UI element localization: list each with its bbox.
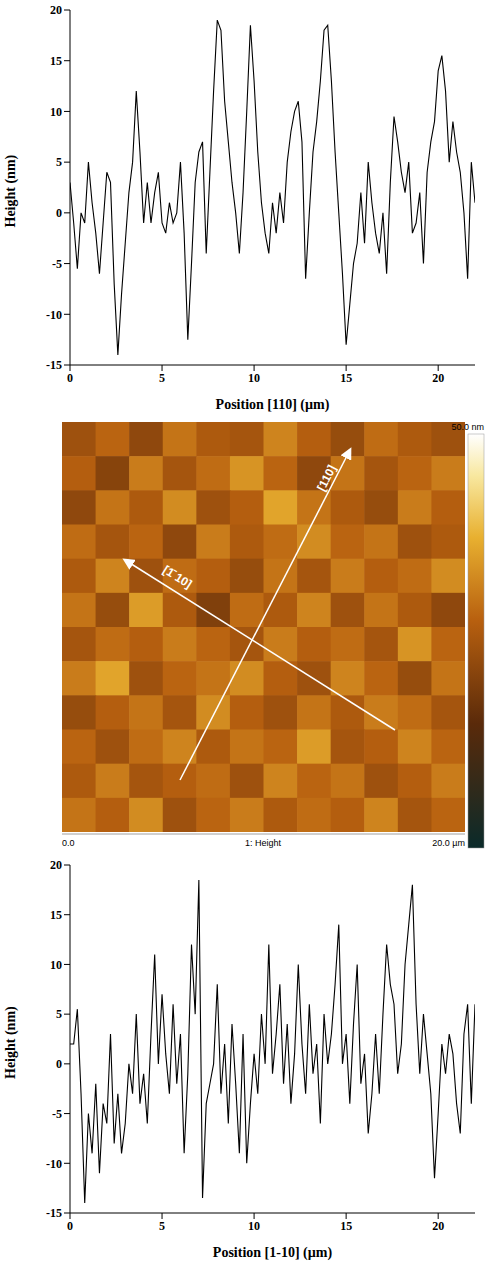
svg-text:-15: -15 [46, 1206, 62, 1220]
svg-text:10: 10 [50, 105, 62, 119]
svg-text:15: 15 [50, 908, 62, 922]
svg-text:[110]: [110] [314, 463, 339, 494]
svg-text:0: 0 [56, 1057, 62, 1071]
svg-text:50.0 nm: 50.0 nm [451, 422, 484, 432]
svg-text:15: 15 [340, 1219, 352, 1233]
svg-text:-5: -5 [52, 257, 62, 271]
svg-text:-15: -15 [46, 358, 62, 372]
svg-text:0: 0 [67, 1219, 73, 1233]
svg-text:20: 20 [432, 371, 444, 385]
svg-text:5: 5 [159, 371, 165, 385]
svg-text:0: 0 [67, 371, 73, 385]
svg-text:20: 20 [50, 858, 62, 872]
svg-text:5: 5 [159, 1219, 165, 1233]
svg-text:[1̄ 10]: [1̄ 10] [160, 563, 194, 591]
svg-text:20.0 µm: 20.0 µm [432, 838, 465, 848]
svg-text:20: 20 [50, 3, 62, 17]
svg-text:15: 15 [50, 54, 62, 68]
svg-text:10: 10 [248, 1219, 260, 1233]
svg-text:-5: -5 [52, 1107, 62, 1121]
svg-text:0: 0 [56, 206, 62, 220]
svg-text:0.0: 0.0 [62, 838, 75, 848]
svg-text:-10: -10 [46, 1157, 62, 1171]
svg-text:Position [110] (µm): Position [110] (µm) [216, 397, 330, 413]
svg-text:1: Height: 1: Height [245, 838, 282, 848]
svg-text:20: 20 [432, 1219, 444, 1233]
svg-text:Height (nm): Height (nm) [3, 1006, 19, 1079]
svg-text:15: 15 [340, 371, 352, 385]
svg-text:10: 10 [248, 371, 260, 385]
svg-text:5: 5 [56, 155, 62, 169]
svg-text:Position [1-10] (µm): Position [1-10] (µm) [213, 1245, 333, 1261]
svg-text:-10: -10 [46, 308, 62, 322]
svg-text:Height (nm): Height (nm) [3, 154, 19, 227]
svg-text:10: 10 [50, 958, 62, 972]
svg-text:5: 5 [56, 1007, 62, 1021]
